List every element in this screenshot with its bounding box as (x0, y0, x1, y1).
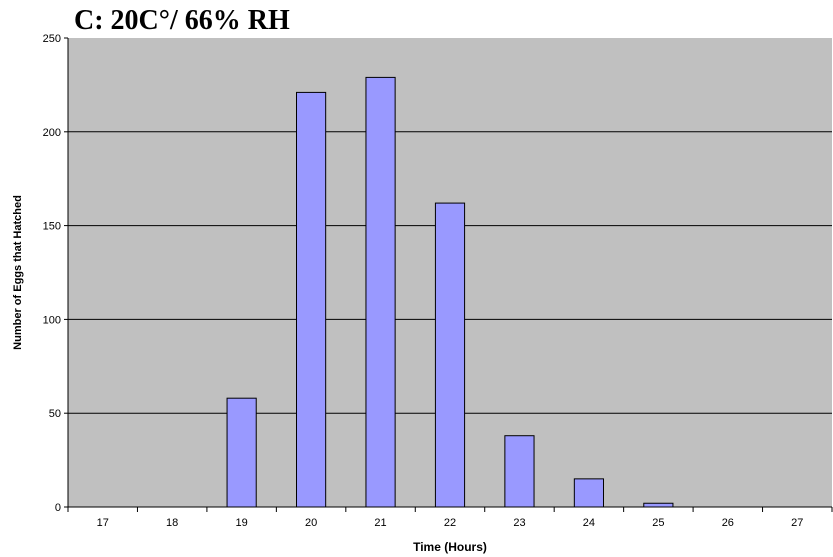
bar-20 (296, 91, 327, 508)
x-tick-label: 26 (722, 517, 734, 529)
y-axis-label: Number of Eggs that Hatched (12, 195, 24, 350)
bar-23 (504, 435, 535, 508)
x-tick-label: 20 (305, 517, 317, 529)
x-tick-label: 24 (583, 517, 595, 529)
x-tick-label: 21 (374, 517, 386, 529)
chart-title: C: 20C°/ 66% RH (74, 5, 290, 36)
bar-25 (643, 502, 674, 508)
x-tick-label: 23 (513, 517, 525, 529)
y-tick-label: 0 (55, 502, 61, 514)
x-axis-label: Time (Hours) (413, 540, 487, 554)
bar-21 (365, 76, 396, 508)
y-tick-label: 150 (43, 221, 61, 233)
x-tick-label: 18 (166, 517, 178, 529)
y-tick-label: 250 (43, 33, 61, 45)
x-tick-label: 25 (652, 517, 664, 529)
y-tick-label: 100 (43, 314, 61, 326)
bar-19 (226, 397, 257, 508)
y-tick-label: 200 (43, 127, 61, 139)
x-tick-label: 19 (236, 517, 248, 529)
bar-22 (434, 202, 466, 508)
y-tick-label: 50 (49, 408, 61, 420)
x-tick-label: 22 (444, 517, 456, 529)
x-tick-label: 27 (791, 517, 803, 529)
x-tick-label: 17 (97, 517, 109, 529)
bar-24 (573, 478, 604, 508)
